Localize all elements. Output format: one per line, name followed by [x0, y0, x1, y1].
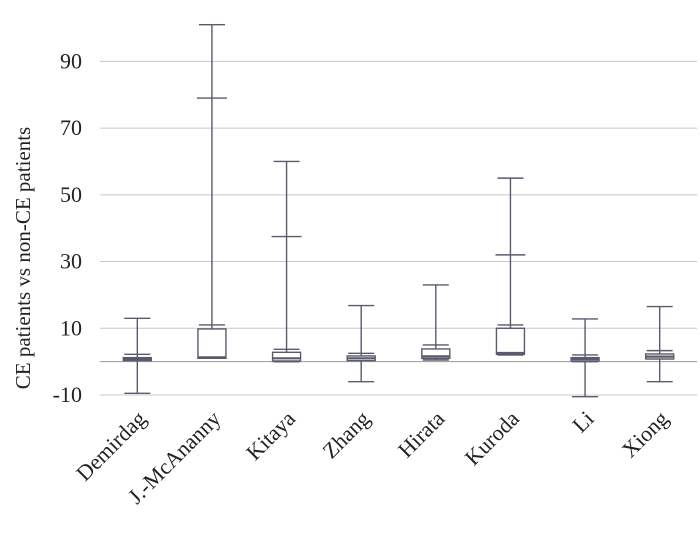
- iqr-box: [495, 327, 526, 355]
- y-axis-label: CE patients vs non-CE patients: [11, 127, 35, 389]
- box-j-mcananny: [196, 23, 227, 360]
- x-tick-label: Li: [567, 406, 599, 438]
- box-hirata: [421, 284, 451, 361]
- x-tick-label: Kitaya: [241, 406, 300, 465]
- x-tick-label: Hirata: [393, 406, 450, 463]
- x-tick-label: Zhang: [317, 406, 374, 463]
- y-tick-label: 10: [60, 315, 82, 340]
- box-series: [122, 23, 675, 398]
- iqr-box: [271, 351, 302, 362]
- gridlines: [100, 60, 697, 396]
- x-tick-label: Kuroda: [460, 406, 524, 470]
- x-tick-label: Xiong: [617, 406, 674, 463]
- box-demirdag: [122, 317, 153, 395]
- y-tick-label: 90: [60, 48, 82, 73]
- iqr-box: [421, 348, 451, 360]
- box-kuroda: [495, 177, 526, 356]
- y-tick-label: 30: [60, 249, 82, 274]
- box-xiong: [644, 305, 675, 383]
- y-tick-labels: -10 10 30 50 70 90: [53, 48, 82, 407]
- box-kitaya: [271, 160, 302, 363]
- y-tick-label: -10: [53, 382, 82, 407]
- box-zhang: [346, 304, 376, 383]
- iqr-box: [197, 328, 227, 360]
- y-tick-label: 70: [60, 115, 82, 140]
- box-li: [570, 318, 600, 398]
- y-tick-label: 50: [60, 182, 82, 207]
